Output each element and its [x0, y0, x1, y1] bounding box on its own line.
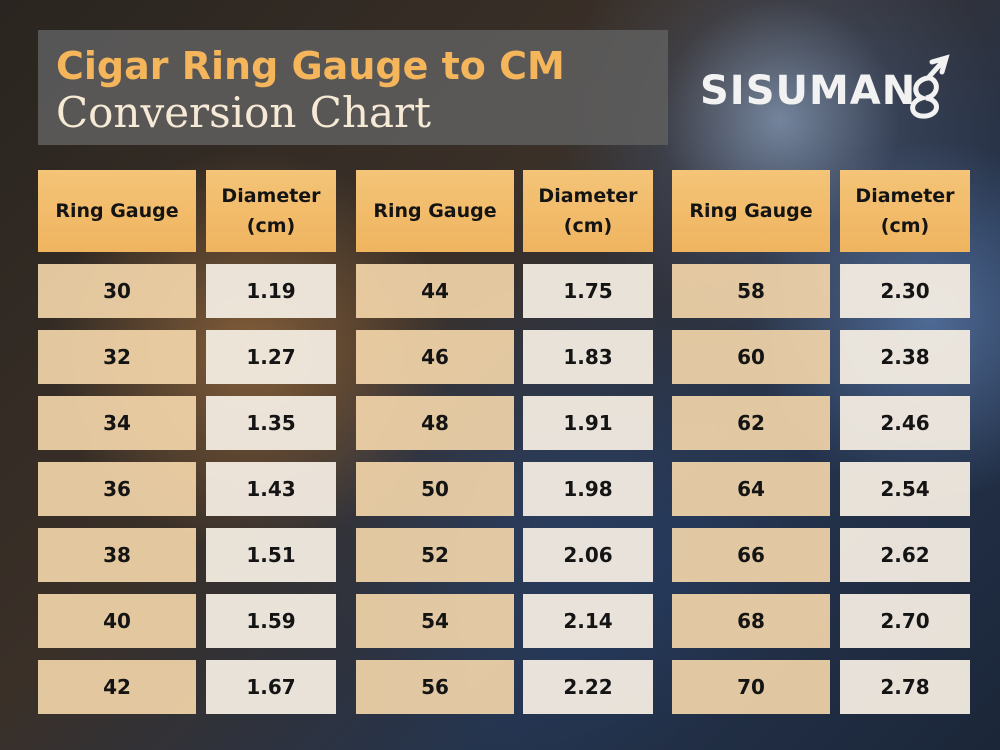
diameter-cell: 1.27 — [206, 330, 336, 384]
ring-gauge-cell: 40 — [38, 594, 196, 648]
diameter-cell: 2.38 — [840, 330, 970, 384]
ring-gauge-cell: 64 — [672, 462, 830, 516]
ring-gauge-cell: 62 — [672, 396, 830, 450]
column-header: Diameter (cm) — [840, 170, 970, 252]
ring-gauge-cell: 38 — [38, 528, 196, 582]
ring-gauge-cell: 48 — [356, 396, 514, 450]
ring-gauge-cell: 42 — [38, 660, 196, 714]
ring-gauge-cell: 56 — [356, 660, 514, 714]
ring-gauge-cell: 60 — [672, 330, 830, 384]
diameter-cell: 1.51 — [206, 528, 336, 582]
diameter-cell: 2.46 — [840, 396, 970, 450]
diameter-cell: 1.83 — [523, 330, 653, 384]
diameter-cell: 2.30 — [840, 264, 970, 318]
ring-gauge-cell: 70 — [672, 660, 830, 714]
diameter-cell: 2.14 — [523, 594, 653, 648]
title-box: Cigar Ring Gauge to CM Conversion Chart — [38, 30, 668, 145]
ring-gauge-cell: 46 — [356, 330, 514, 384]
ring-gauge-cell: 52 — [356, 528, 514, 582]
diameter-cell: 2.54 — [840, 462, 970, 516]
diameter-cell: 2.06 — [523, 528, 653, 582]
brand-symbol — [910, 54, 950, 119]
column-header: Diameter (cm) — [523, 170, 653, 252]
ring-gauge-cell: 30 — [38, 264, 196, 318]
diameter-cell: 2.62 — [840, 528, 970, 582]
diameter-cell: 1.19 — [206, 264, 336, 318]
brand-logo: SISUMAN — [700, 68, 917, 114]
subtitle: Conversion Chart — [56, 88, 431, 137]
diameter-cell: 1.98 — [523, 462, 653, 516]
diameter-cell: 1.75 — [523, 264, 653, 318]
diameter-cell: 1.43 — [206, 462, 336, 516]
diameter-cell: 2.70 — [840, 594, 970, 648]
diameter-cell: 1.35 — [206, 396, 336, 450]
title: Cigar Ring Gauge to CM — [56, 44, 565, 88]
ring-gauge-cell: 58 — [672, 264, 830, 318]
diameter-cell: 2.22 — [523, 660, 653, 714]
column-header: Ring Gauge — [672, 170, 830, 252]
column-header: Diameter (cm) — [206, 170, 336, 252]
diameter-cell: 1.59 — [206, 594, 336, 648]
diameter-cell: 1.67 — [206, 660, 336, 714]
diameter-cell: 2.78 — [840, 660, 970, 714]
ring-gauge-cell: 68 — [672, 594, 830, 648]
diameter-cell: 1.91 — [523, 396, 653, 450]
column-header: Ring Gauge — [356, 170, 514, 252]
ring-gauge-cell: 44 — [356, 264, 514, 318]
ring-gauge-cell: 66 — [672, 528, 830, 582]
ring-gauge-cell: 34 — [38, 396, 196, 450]
ring-gauge-cell: 54 — [356, 594, 514, 648]
ring-gauge-cell: 32 — [38, 330, 196, 384]
column-header: Ring Gauge — [38, 170, 196, 252]
ring-gauge-cell: 36 — [38, 462, 196, 516]
ring-gauge-cell: 50 — [356, 462, 514, 516]
